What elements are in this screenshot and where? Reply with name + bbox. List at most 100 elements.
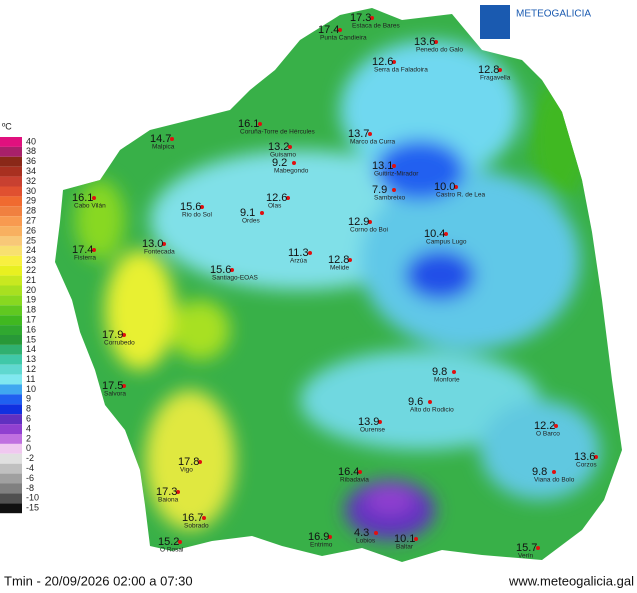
station-temp: 13.6 [574,451,595,463]
station-name: Corzos [576,462,597,469]
station-temp: 15.6 [210,264,231,276]
legend-label: 38 [26,146,36,156]
legend-swatch [0,434,22,444]
station-temp: 9.6 [408,396,423,408]
legend-swatch [0,443,22,454]
station-name: Fisterra [74,255,96,262]
station-name: Santiago-EOAS [212,275,259,282]
station-name: Ribadavia [340,477,369,484]
legend-label: 28 [26,206,36,216]
legend-swatch [0,315,22,326]
legend-swatch [0,176,22,187]
legend-label: 30 [26,186,36,196]
station-name: Estaca de Bares [352,23,400,30]
station-dot [498,68,502,72]
legend-label: 17 [26,315,36,325]
legend-label: 40 [26,136,36,146]
station-temp: 10.4 [424,228,445,240]
station-dot [392,188,396,192]
station-dot [288,145,292,149]
station-name: Campus Lugo [426,239,467,246]
station-dot [434,40,438,44]
legend-swatch [0,325,22,335]
station-name: Alto do Rodicio [410,407,454,414]
legend-label: 25 [26,235,36,245]
legend-label: -15 [26,503,39,513]
legend-swatch [0,166,22,177]
legend-swatch [0,335,22,345]
legend-swatch [0,236,22,246]
legend-swatch [0,354,22,365]
station-dot [258,122,262,126]
station-dot [594,455,598,459]
station-temp: 16.9 [308,531,329,543]
station-temp: 16.4 [338,466,359,478]
station-dot [198,460,202,464]
legend-label: 10 [26,384,36,394]
legend-swatch [0,493,22,504]
station-dot [392,164,396,168]
station-name: Olas [268,203,282,210]
station-temp: 7.9 [372,184,387,196]
station-name: Castro R. de Lea [436,192,486,199]
station-dot [286,196,290,200]
station-temp: 13.2 [268,141,289,153]
station-name: Verín [518,553,534,560]
legend-label: 4 [26,423,31,433]
legend-label: 23 [26,255,36,265]
legend-swatch [0,146,22,157]
station-name: Cabo Vilán [74,203,106,210]
station-dot [554,424,558,428]
legend-label: -4 [26,463,34,473]
station-name: Lobios [356,538,376,545]
station-temp: 12.8 [328,254,349,266]
station-name: Ordes [242,218,260,225]
station-dot [292,161,296,165]
station-temp: 16.7 [182,512,203,524]
legend-swatch [0,344,22,355]
legend-label: 27 [26,216,36,226]
station-name: Guitiriz-Mirador [374,171,419,178]
legend-label: 8 [26,404,31,414]
station-name: Baiona [158,497,179,504]
legend-label: 0 [26,443,31,453]
station-name: Fragavella [480,75,511,82]
station-name: Mabegondo [274,168,309,175]
station-dot [328,535,332,539]
legend-label: 9 [26,394,31,404]
station-name: Vigo [180,467,193,474]
legend-swatch [0,186,22,197]
station-dot [374,531,378,535]
station-temp: 13.6 [414,36,435,48]
station-dot [378,420,382,424]
station-temp: 15.2 [158,536,179,548]
station-name: Viana do Bolo [534,477,575,484]
legend-label: -8 [26,483,34,493]
footer-caption: Tmin - 20/09/2026 02:00 a 07:30 [4,573,193,588]
station-name: Corno do Boi [350,227,388,234]
legend-swatch [0,265,22,276]
station-dot [122,333,126,337]
legend-label: 29 [26,196,36,206]
station-temp: 13.9 [358,416,379,428]
legend-label: 11 [26,374,35,384]
legend-label: 2 [26,433,31,443]
station-temp: 12.6 [266,192,287,204]
legend-label: 36 [26,156,36,166]
